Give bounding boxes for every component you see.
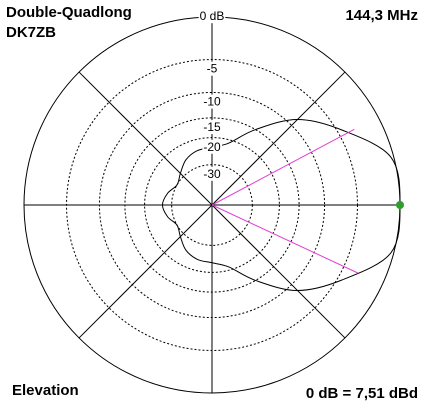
grid-ring (171, 164, 253, 246)
beam-line (211, 128, 355, 206)
grid-ring (144, 137, 280, 273)
tick-label-bg (202, 120, 222, 135)
spoke (211, 204, 346, 339)
r-tick-label: -20 (203, 140, 221, 154)
spoke (78, 204, 213, 339)
spoke (78, 71, 213, 206)
grid-ring (66, 59, 358, 351)
chart-subtitle: DK7ZB (6, 24, 56, 41)
pattern-curve (161, 118, 401, 292)
grid-ring (98, 91, 326, 319)
spoke (211, 71, 346, 206)
r-tick-label: -30 (203, 167, 221, 181)
view-label: Elevation (12, 382, 79, 399)
beam-line (211, 204, 359, 274)
grid-ring (124, 117, 300, 293)
max-marker (396, 201, 404, 209)
r-tick-label: -10 (203, 95, 221, 109)
tick-label-bg (202, 139, 222, 154)
r-tick-label: 0 dB (200, 9, 225, 23)
tick-label-bg (205, 61, 219, 76)
tick-label-bg (202, 166, 222, 181)
tick-label-bg (202, 94, 222, 109)
chart-title: Double-Quadlong (6, 4, 132, 21)
frequency-label: 144,3 MHz (345, 7, 418, 24)
tick-label-bg (198, 9, 226, 24)
r-tick-label: -5 (207, 62, 218, 76)
r-tick-label: -15 (203, 120, 221, 134)
reference-label: 0 dB = 7,51 dBd (306, 385, 418, 402)
